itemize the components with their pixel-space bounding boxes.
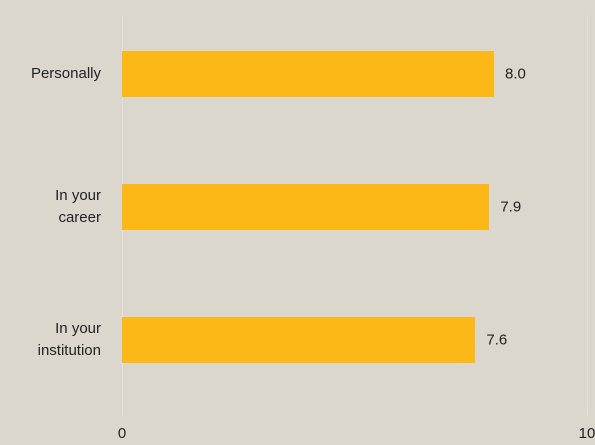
value-label: 7.9 [500,198,522,216]
bar [122,184,490,230]
x-tick-label: 0 [117,425,127,442]
bar [122,317,476,364]
y-tick-label: In your institution [37,320,101,360]
grid-line [586,15,588,415]
value-label: 7.6 [486,331,508,349]
bar [122,50,494,97]
x-tick-label: 10 [578,425,595,442]
value-label: 8.0 [505,65,526,83]
y-tick-label: In your career [55,187,101,226]
y-tick-label: Personally [30,64,101,82]
